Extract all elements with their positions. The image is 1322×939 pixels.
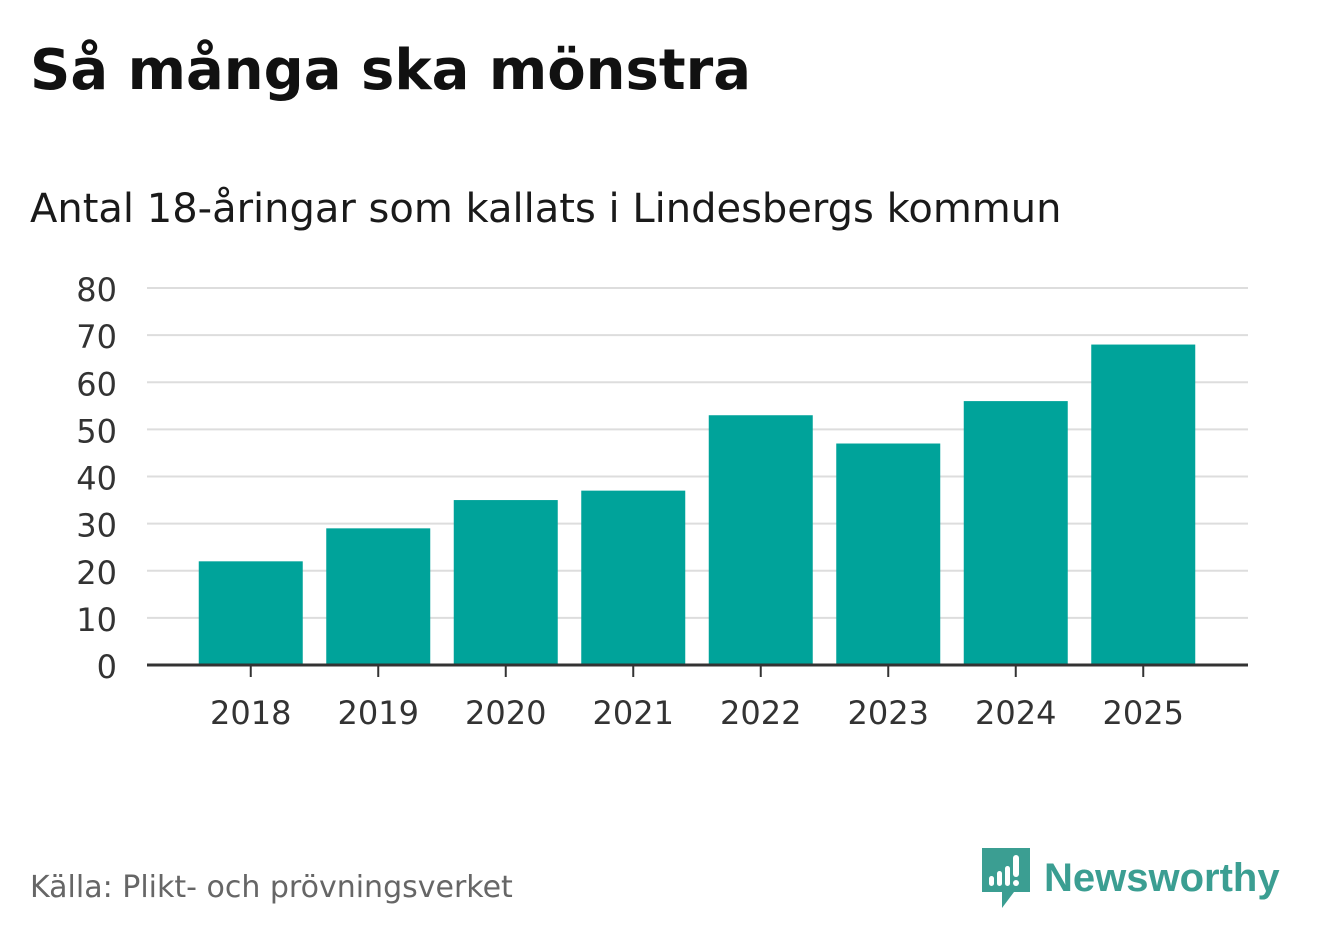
y-tick-label: 60 [76,365,117,403]
newsworthy-logo[interactable]: Newsworthy [980,846,1280,910]
source-note: Källa: Plikt- och prövningsverket [30,870,513,905]
x-tick-label: 2025 [1103,694,1184,732]
bar [963,401,1068,665]
bar [453,500,558,665]
x-tick-label: 2020 [465,694,546,732]
newsworthy-logo-icon [982,848,1030,908]
bar [198,561,303,665]
y-tick-label: 70 [76,318,117,356]
x-tick-label: 2024 [975,694,1056,732]
x-tick-label: 2021 [593,694,674,732]
brand-name: Newsworthy [1044,855,1280,900]
y-tick-label: 80 [76,271,117,309]
bar [836,443,941,665]
y-tick-label: 20 [76,554,117,592]
bar-chart: 0 10 20 30 40 50 60 70 80 2018 2019 2020 2021 2022 202… [76,271,1248,732]
y-tick-label: 30 [76,507,117,545]
y-tick-label: 40 [76,460,117,498]
bar [1091,344,1196,665]
x-tick-label: 2023 [848,694,929,732]
bar [708,415,813,665]
bar [326,528,431,665]
x-tick-label: 2019 [338,694,419,732]
x-tick-label: 2022 [720,694,801,732]
y-tick-label: 10 [76,601,117,639]
chart-subtitle: Antal 18-åringar som kallats i Lindesber… [30,186,1062,232]
chart-title: Så många ska mönstra [30,38,752,103]
y-tick-label: 0 [97,648,117,686]
x-tick-label: 2018 [210,694,291,732]
y-tick-label: 50 [76,412,117,450]
bar [581,490,686,665]
